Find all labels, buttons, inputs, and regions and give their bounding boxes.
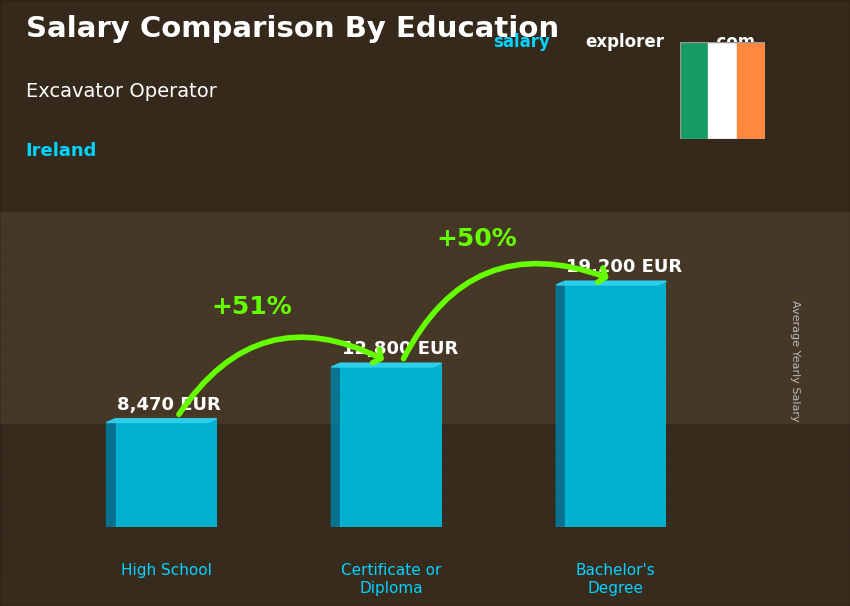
Text: High School: High School bbox=[121, 563, 212, 578]
Text: salary: salary bbox=[493, 33, 550, 52]
Text: 8,470 EUR: 8,470 EUR bbox=[116, 396, 220, 413]
Text: Ireland: Ireland bbox=[26, 142, 97, 160]
Text: Excavator Operator: Excavator Operator bbox=[26, 82, 217, 101]
Text: .com: .com bbox=[711, 33, 756, 52]
Polygon shape bbox=[106, 419, 116, 531]
Polygon shape bbox=[332, 363, 442, 367]
Text: Average Yearly Salary: Average Yearly Salary bbox=[790, 300, 800, 421]
Bar bbox=[737, 42, 765, 139]
Text: 12,800 EUR: 12,800 EUR bbox=[342, 340, 458, 358]
Bar bbox=[0, 0, 850, 212]
Text: Salary Comparison By Education: Salary Comparison By Education bbox=[26, 15, 558, 42]
Bar bbox=[565, 281, 666, 527]
Bar bbox=[708, 42, 737, 139]
Text: 19,200 EUR: 19,200 EUR bbox=[566, 258, 683, 276]
Text: explorer: explorer bbox=[585, 33, 664, 52]
Polygon shape bbox=[556, 281, 666, 285]
Text: Bachelor's
Degree: Bachelor's Degree bbox=[576, 563, 655, 596]
Polygon shape bbox=[332, 363, 340, 531]
Text: Certificate or
Diploma: Certificate or Diploma bbox=[341, 563, 441, 596]
Bar bbox=[116, 419, 217, 527]
Bar bbox=[0, 212, 850, 424]
Polygon shape bbox=[106, 419, 217, 422]
Text: +51%: +51% bbox=[211, 295, 292, 319]
Bar bbox=[0, 424, 850, 606]
Bar bbox=[680, 42, 708, 139]
Text: +50%: +50% bbox=[436, 227, 517, 251]
Bar bbox=[340, 363, 442, 527]
Polygon shape bbox=[556, 281, 565, 531]
